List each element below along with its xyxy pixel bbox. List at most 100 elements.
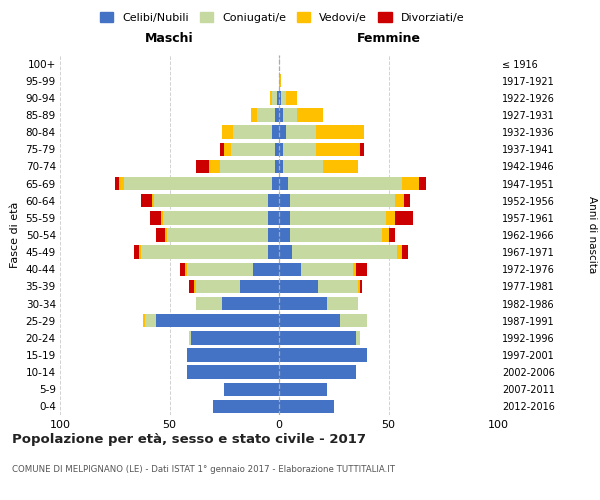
Bar bbox=[124, 177, 272, 190]
Bar bbox=[272, 177, 279, 190]
Bar bbox=[268, 246, 279, 259]
Bar bbox=[257, 108, 275, 122]
Text: Maschi: Maschi bbox=[145, 32, 194, 44]
Bar bbox=[279, 331, 356, 344]
Text: COMUNE DI MELPIGNANO (LE) - Dati ISTAT 1° gennaio 2017 - Elaborazione TUTTITALIA: COMUNE DI MELPIGNANO (LE) - Dati ISTAT 1… bbox=[12, 466, 395, 474]
Bar bbox=[283, 160, 323, 173]
Bar bbox=[187, 262, 253, 276]
Bar bbox=[143, 314, 145, 328]
Bar bbox=[270, 91, 272, 104]
Bar bbox=[279, 382, 327, 396]
Bar bbox=[395, 194, 404, 207]
Bar bbox=[277, 91, 279, 104]
Bar bbox=[119, 177, 124, 190]
Bar bbox=[382, 228, 389, 241]
Bar bbox=[292, 246, 397, 259]
Bar bbox=[222, 126, 233, 139]
Bar bbox=[279, 348, 367, 362]
Bar bbox=[272, 91, 277, 104]
Bar bbox=[323, 160, 358, 173]
Bar bbox=[283, 142, 316, 156]
Bar bbox=[290, 228, 382, 241]
Bar bbox=[191, 331, 279, 344]
Bar bbox=[279, 91, 281, 104]
Bar bbox=[279, 314, 340, 328]
Bar bbox=[194, 280, 196, 293]
Bar bbox=[161, 211, 163, 224]
Bar bbox=[115, 177, 119, 190]
Bar bbox=[196, 297, 222, 310]
Bar bbox=[275, 142, 279, 156]
Bar bbox=[154, 194, 268, 207]
Bar bbox=[251, 108, 257, 122]
Bar bbox=[145, 314, 157, 328]
Bar bbox=[286, 91, 296, 104]
Bar bbox=[268, 194, 279, 207]
Bar bbox=[222, 297, 279, 310]
Bar bbox=[401, 246, 408, 259]
Bar bbox=[268, 228, 279, 241]
Bar bbox=[301, 262, 353, 276]
Bar bbox=[224, 382, 279, 396]
Bar bbox=[268, 211, 279, 224]
Bar bbox=[319, 280, 358, 293]
Bar bbox=[152, 194, 154, 207]
Bar bbox=[401, 177, 419, 190]
Bar bbox=[157, 228, 165, 241]
Bar bbox=[279, 194, 290, 207]
Bar bbox=[279, 177, 288, 190]
Bar bbox=[220, 160, 275, 173]
Bar bbox=[279, 400, 334, 413]
Bar bbox=[395, 211, 413, 224]
Bar bbox=[356, 331, 360, 344]
Bar bbox=[231, 142, 275, 156]
Bar bbox=[141, 194, 152, 207]
Bar bbox=[283, 108, 296, 122]
Bar bbox=[397, 246, 401, 259]
Y-axis label: Fasce di età: Fasce di età bbox=[10, 202, 20, 268]
Bar bbox=[163, 211, 268, 224]
Bar bbox=[189, 280, 194, 293]
Bar bbox=[279, 211, 290, 224]
Bar bbox=[279, 142, 283, 156]
Bar bbox=[275, 108, 279, 122]
Bar bbox=[290, 194, 395, 207]
Bar bbox=[279, 74, 281, 88]
Bar bbox=[340, 314, 367, 328]
Bar bbox=[187, 366, 279, 379]
Bar bbox=[386, 211, 395, 224]
Bar bbox=[279, 297, 327, 310]
Bar bbox=[141, 246, 268, 259]
Bar bbox=[353, 262, 356, 276]
Bar bbox=[419, 177, 426, 190]
Bar bbox=[327, 297, 358, 310]
Bar bbox=[288, 177, 401, 190]
Bar bbox=[296, 108, 323, 122]
Text: Anni di nascita: Anni di nascita bbox=[587, 196, 597, 274]
Bar bbox=[165, 228, 167, 241]
Bar bbox=[220, 142, 224, 156]
Text: Femmine: Femmine bbox=[356, 32, 421, 44]
Bar bbox=[150, 211, 161, 224]
Bar bbox=[316, 126, 364, 139]
Bar bbox=[275, 160, 279, 173]
Bar bbox=[187, 348, 279, 362]
Bar bbox=[157, 314, 279, 328]
Bar bbox=[189, 331, 191, 344]
Text: Popolazione per età, sesso e stato civile - 2017: Popolazione per età, sesso e stato civil… bbox=[12, 432, 366, 446]
Bar bbox=[279, 126, 286, 139]
Bar bbox=[360, 142, 364, 156]
Bar bbox=[404, 194, 410, 207]
Bar bbox=[279, 228, 290, 241]
Legend: Celibi/Nubili, Coniugati/e, Vedovi/e, Divorziati/e: Celibi/Nubili, Coniugati/e, Vedovi/e, Di… bbox=[95, 8, 469, 28]
Bar bbox=[360, 280, 362, 293]
Bar bbox=[279, 366, 356, 379]
Bar bbox=[196, 160, 209, 173]
Bar bbox=[181, 262, 185, 276]
Bar bbox=[139, 246, 141, 259]
Bar bbox=[214, 400, 279, 413]
Bar bbox=[134, 246, 139, 259]
Bar bbox=[185, 262, 187, 276]
Bar bbox=[279, 108, 283, 122]
Bar bbox=[286, 126, 316, 139]
